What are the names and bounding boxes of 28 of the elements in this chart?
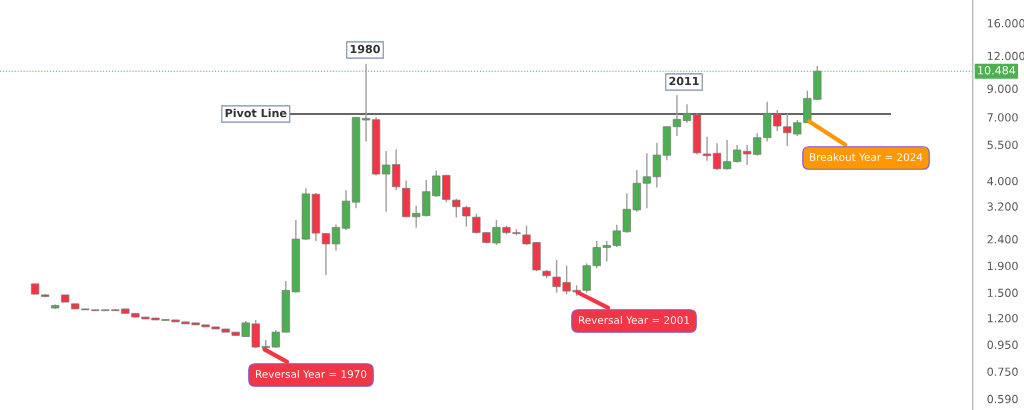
- candlestick: [712, 142, 722, 171]
- y-tick-label: 1.900: [987, 261, 1018, 271]
- y-tick-label: 2.400: [987, 235, 1018, 244]
- y-tick-label: 5.500: [987, 140, 1018, 150]
- annotation: Reversal Year = 1970: [256, 369, 367, 379]
- y-tick-label: 1.200: [987, 314, 1018, 323]
- y-tick-label: 0.750: [987, 367, 1018, 376]
- y-tick-label: 0.590: [987, 394, 1018, 404]
- y-tick-label: 4.000: [987, 176, 1018, 186]
- ref-line-label: 10.484: [978, 66, 1016, 75]
- y-tick-label: 1.500: [987, 288, 1018, 297]
- candlestick: [702, 135, 712, 162]
- candlestick: [462, 204, 471, 228]
- y-tick-label: 9.000: [987, 84, 1018, 93]
- annotation: Breakout Year = 2024: [810, 152, 923, 162]
- candlestick: [672, 94, 682, 137]
- candlestick: [331, 223, 341, 252]
- annotation: Reversal Year = 2001: [579, 315, 690, 325]
- y-tick-label: 12.000: [987, 51, 1024, 61]
- y-tick-label: 3.200: [987, 202, 1018, 211]
- candlestick: [682, 103, 692, 124]
- candlestick: [321, 232, 331, 276]
- y-tick-label: 7.000: [987, 113, 1018, 122]
- annotation: 1980: [350, 44, 380, 54]
- y-tick-label: 16.000: [987, 19, 1024, 28]
- ref-line-label: Pivot Line: [225, 108, 287, 118]
- annotation: 2011: [669, 76, 699, 86]
- y-tick-label: 0.950: [987, 340, 1018, 349]
